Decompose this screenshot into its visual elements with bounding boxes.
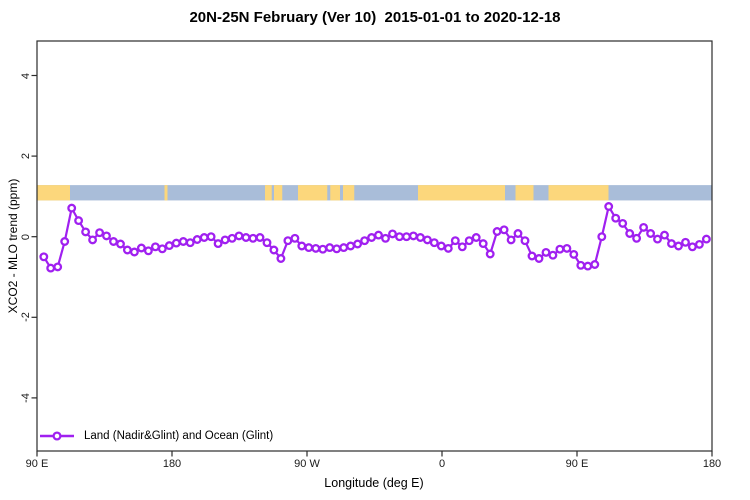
y-axis-title: XCO2 - MLO trend (ppm) [6,178,20,314]
land-segment [418,185,505,201]
data-markers [39,202,711,273]
tick-marks [31,74,713,457]
x-tick-label: 90 E [565,458,589,470]
land-segment [343,185,355,201]
x-tick-label: 0 [438,458,446,470]
x-tick-label: 180 [162,458,182,470]
legend-line-symbol [40,431,74,441]
map-band [37,185,712,201]
ocean-strip [37,185,712,201]
x-tick-label: 180 [702,458,722,470]
plot-border [36,40,713,452]
legend: Land (Nadir&Glint) and Ocean (Glint) [39,430,273,442]
land-segment [515,185,534,201]
y-tick-label: 0 [20,233,32,240]
land-segment [265,185,272,201]
chart-title: 20N-25N February (Ver 10) 2015-01-01 to … [189,9,561,26]
y-tick-label: 4 [20,72,32,79]
y-tick-label: 2 [20,153,32,160]
land-segment [164,185,168,201]
x-axis-title: Longitude (deg E) [324,476,424,490]
land-segment [548,185,609,201]
x-tick-label: 90 E [25,458,49,470]
land-segment [37,185,70,201]
legend-label: Land (Nadir&Glint) and Ocean (Glint) [84,430,274,442]
x-tick-label: 90 W [294,458,320,470]
y-tick-label: -2 [20,312,32,323]
land-segment [298,185,328,201]
land-segment [330,185,340,201]
land-segment [274,185,283,201]
y-tick-label: -4 [20,393,32,403]
